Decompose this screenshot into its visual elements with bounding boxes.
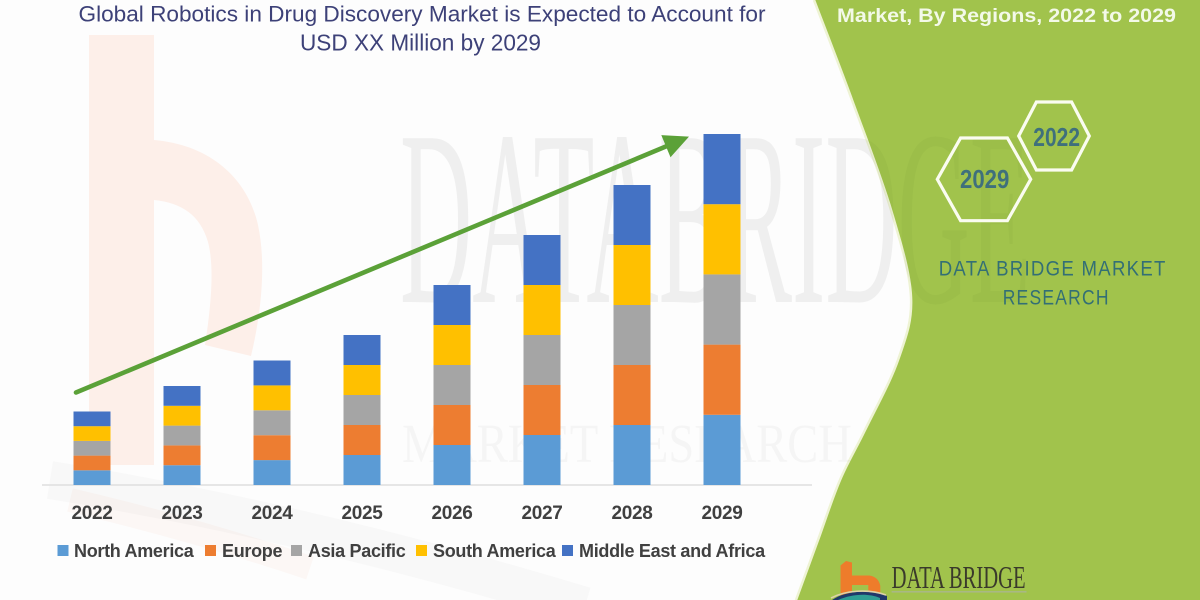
svg-text:Asia Pacific: Asia Pacific (308, 541, 406, 561)
svg-text:2028: 2028 (611, 503, 652, 524)
svg-text:North America: North America (74, 541, 195, 561)
svg-text:DATA BRIDGE MARKET: DATA BRIDGE MARKET (939, 257, 1167, 281)
svg-text:RESEARCH: RESEARCH (1003, 286, 1110, 310)
svg-text:2022: 2022 (1033, 122, 1080, 152)
svg-text:Market, By Regions, 2022 to 20: Market, By Regions, 2022 to 2029 (837, 5, 1176, 27)
svg-text:Europe: Europe (222, 541, 282, 561)
svg-text:2029: 2029 (960, 164, 1009, 194)
svg-text:Global Robotics in Drug Discov: Global Robotics in Drug Discovery Market… (79, 2, 766, 27)
svg-text:2026: 2026 (431, 503, 472, 524)
svg-text:2022: 2022 (71, 503, 112, 524)
svg-text:2027: 2027 (521, 503, 562, 524)
svg-text:2023: 2023 (161, 503, 202, 524)
svg-text:2025: 2025 (341, 503, 383, 524)
svg-text:2024: 2024 (251, 503, 293, 524)
svg-text:DATA BRIDGE: DATA BRIDGE (892, 560, 1026, 595)
svg-text:South America: South America (433, 541, 557, 561)
svg-text:2029: 2029 (701, 503, 742, 524)
svg-text:Middle East and Africa: Middle East and Africa (579, 541, 766, 561)
svg-text:USD XX Million by 2029: USD XX Million by 2029 (300, 30, 541, 56)
